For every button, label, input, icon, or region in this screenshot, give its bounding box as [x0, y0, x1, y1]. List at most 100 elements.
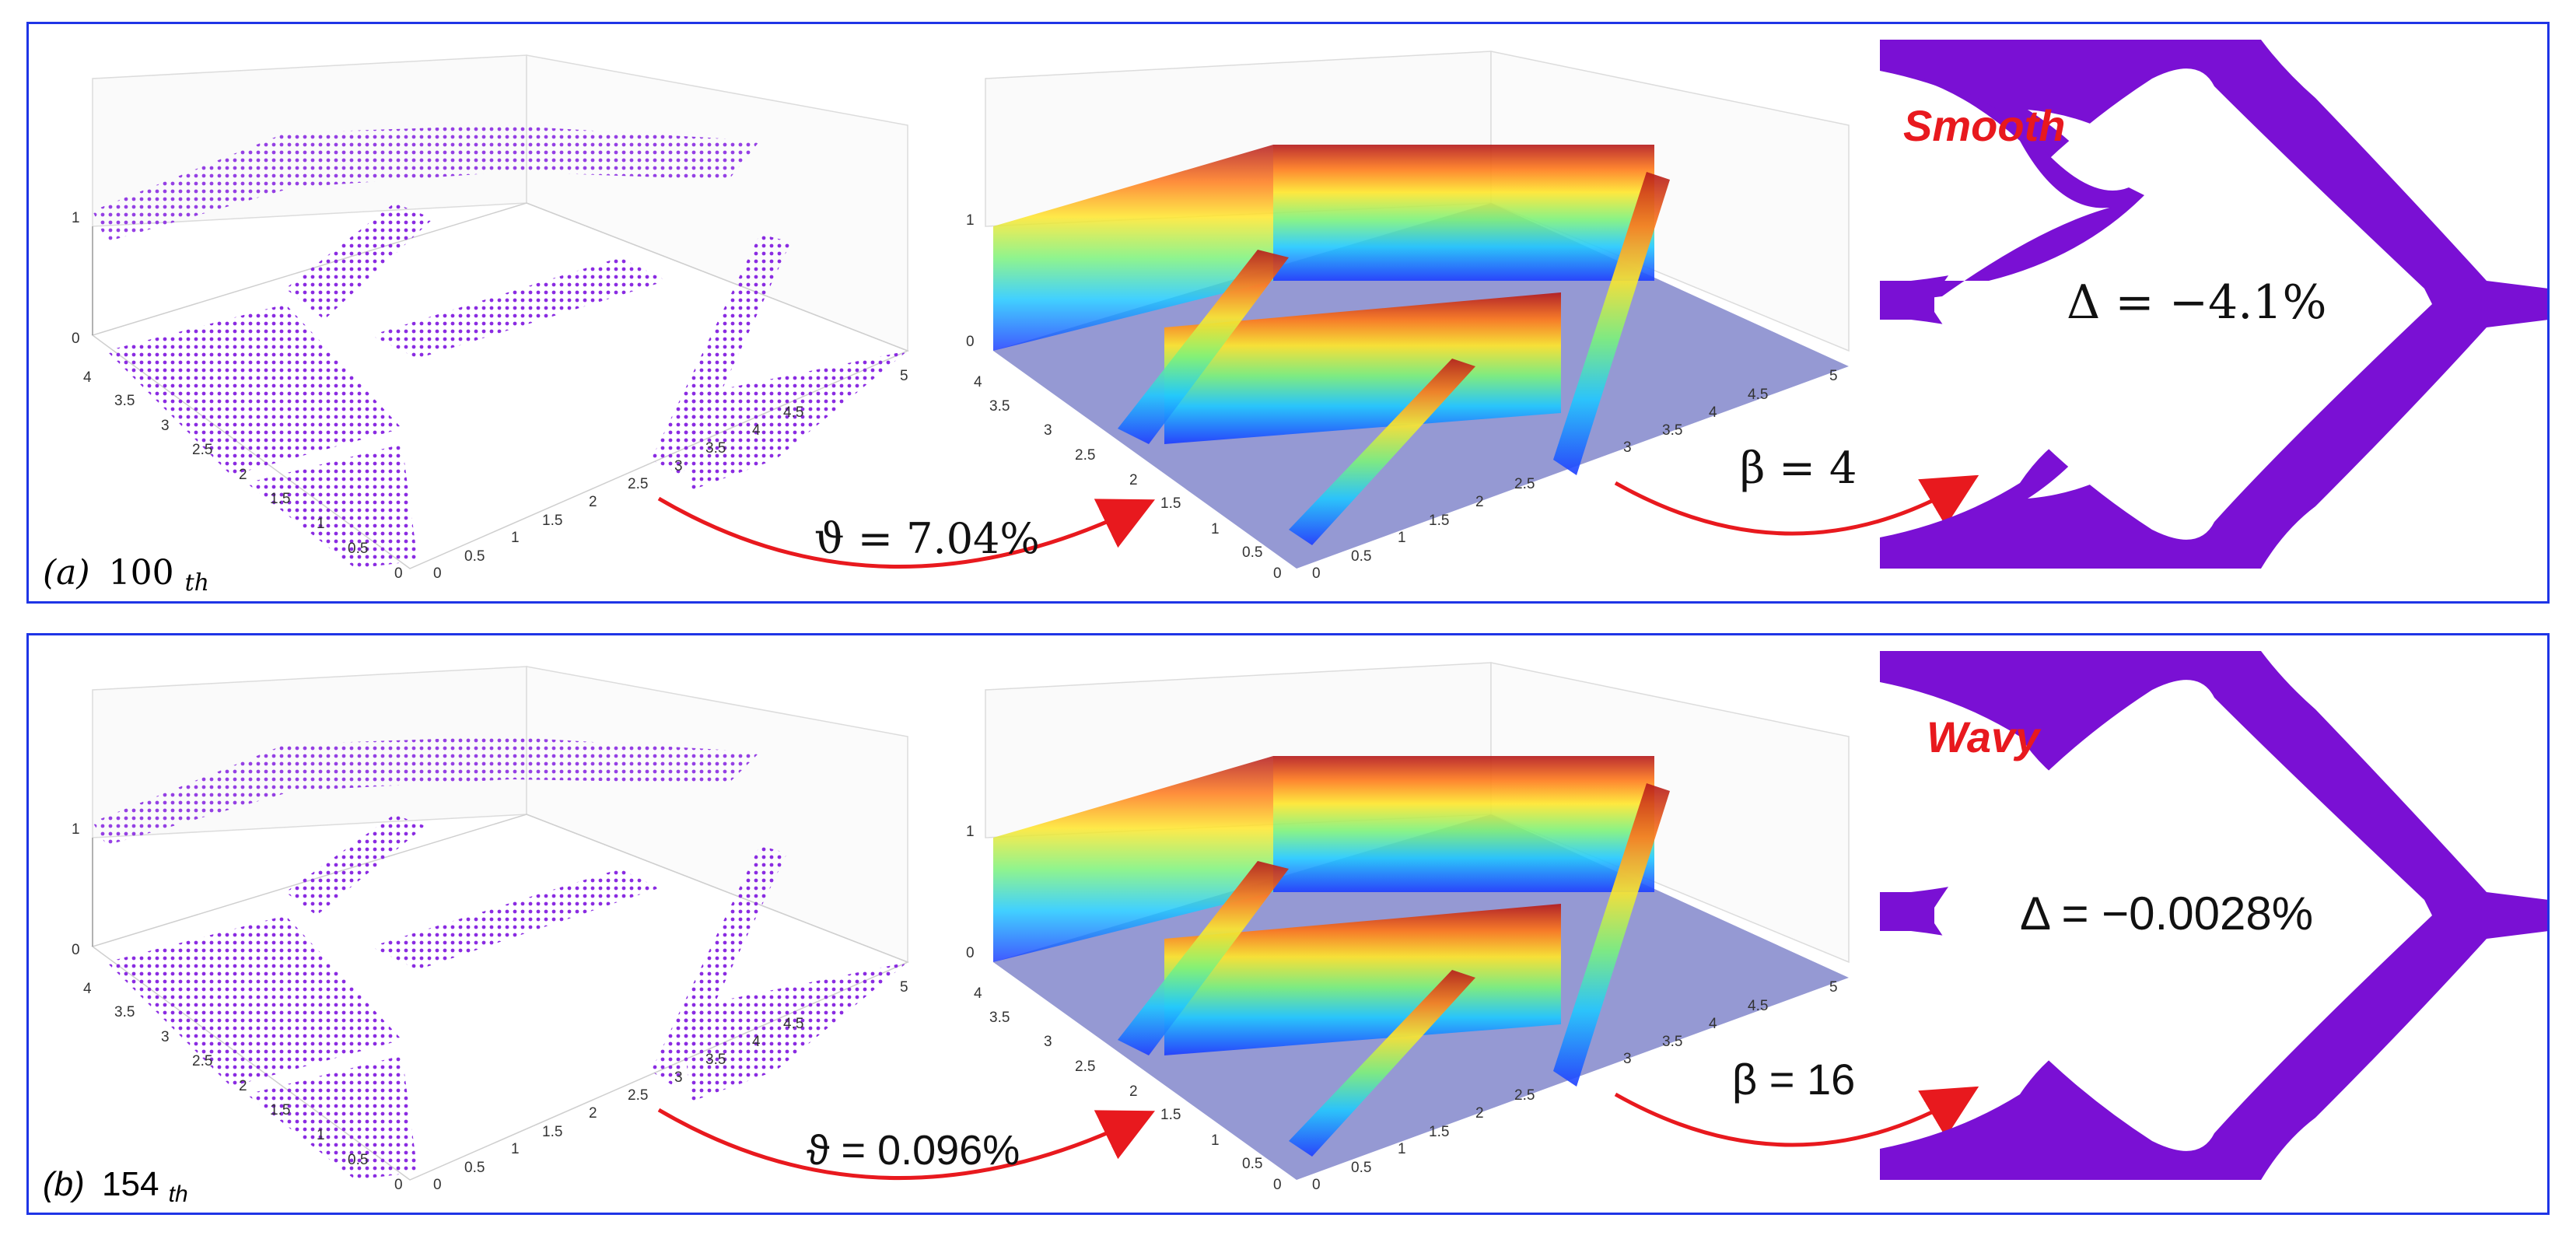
point-cloud-plot: 1 0 0 0.5 1 1.5 2 2.5 3 3.5 4 0 0.5 1 1.… — [43, 54, 909, 597]
dots-floor-bottom — [247, 444, 418, 569]
svg-text:0.5: 0.5 — [348, 541, 368, 557]
delta-label: Δ = −4.1% — [2067, 275, 2326, 330]
caption-suffix: th — [169, 1181, 188, 1207]
svg-text:(a) 100 th: (a) 100 th — [43, 553, 209, 597]
svg-text:1.5: 1.5 — [270, 1102, 290, 1118]
svg-text:5: 5 — [1829, 368, 1838, 384]
svg-text:5: 5 — [900, 979, 908, 996]
svg-text:3.5: 3.5 — [1662, 1034, 1682, 1050]
dots-floor-right — [682, 962, 908, 1102]
surface-wall-back — [1273, 756, 1654, 892]
dots-diagonal-b — [371, 257, 667, 359]
svg-text:0.5: 0.5 — [464, 548, 485, 565]
dots-floor-bottom — [247, 1055, 418, 1180]
topology-left-arm-top — [1880, 71, 2144, 304]
svg-text:4.5: 4.5 — [1748, 998, 1768, 1014]
beta-label: β = 16 — [1732, 1055, 1855, 1104]
dots-diagonal-a — [285, 814, 425, 915]
svg-text:4: 4 — [83, 369, 92, 386]
surface-wall-diag-left — [1118, 861, 1289, 1055]
point-cloud-plot: 1 0 0 0.5 1 1.5 2 2.5 3 3.5 4 0 0.5 1 1.… — [43, 666, 909, 1207]
svg-text:4: 4 — [1709, 1016, 1717, 1032]
svg-text:0.5: 0.5 — [1351, 1160, 1371, 1176]
svg-text:4: 4 — [974, 374, 982, 390]
svg-text:2.5: 2.5 — [628, 1087, 648, 1104]
topology-shape — [1880, 651, 2549, 1180]
svg-text:3: 3 — [674, 1069, 683, 1086]
svg-text:1.5: 1.5 — [1160, 495, 1181, 512]
surface-wall-diag-right — [1553, 172, 1670, 475]
caption-letter: (a) — [43, 553, 90, 593]
svg-text:0.5: 0.5 — [348, 1152, 368, 1168]
arrow-theta — [657, 496, 1155, 569]
svg-text:4: 4 — [752, 1034, 761, 1050]
caption-number: 154 — [102, 1165, 159, 1203]
surface-x-ticks: 0 0.5 1 1.5 2 2.5 3 3.5 4 4.5 5 — [1312, 368, 1838, 582]
surface-wall-diag-left — [1118, 250, 1289, 444]
arrow-beta — [1614, 474, 1979, 536]
svg-text:3.5: 3.5 — [705, 440, 726, 457]
topology-hole — [1934, 680, 2432, 1151]
surface-z-tick-1: 1 — [966, 212, 975, 229]
svg-text:1.5: 1.5 — [1429, 1124, 1449, 1140]
svg-text:3: 3 — [674, 458, 683, 474]
surface-z-tick-0: 0 — [966, 334, 975, 350]
svg-text:1.5: 1.5 — [1429, 513, 1449, 529]
svg-text:2.5: 2.5 — [192, 442, 212, 458]
theta-label: ϑ = 7.04% — [814, 514, 1040, 563]
caption-number: 100 — [109, 553, 174, 593]
dots-diagonal-a — [285, 203, 433, 320]
svg-text:1.5: 1.5 — [542, 513, 562, 529]
svg-text:0: 0 — [1273, 1177, 1282, 1193]
z-tick-0: 0 — [72, 331, 80, 347]
svg-text:2.5: 2.5 — [1075, 1059, 1095, 1075]
surface-wall-front — [1164, 904, 1561, 1055]
surface-wall-diag-mid — [1289, 970, 1475, 1157]
svg-text:5: 5 — [1829, 979, 1838, 996]
svg-text:4: 4 — [1709, 404, 1717, 421]
z-tick-0: 0 — [72, 942, 80, 958]
svg-text:0.5: 0.5 — [1351, 548, 1371, 565]
svg-text:3: 3 — [1623, 1051, 1632, 1067]
surface-wall-diag-right — [1553, 783, 1670, 1087]
svg-text:2: 2 — [1475, 494, 1484, 510]
theta-label: ϑ = 0.096% — [807, 1127, 1020, 1174]
svg-text:2: 2 — [1129, 1083, 1138, 1100]
dots-floor-right — [682, 351, 908, 491]
svg-text:1: 1 — [1398, 1141, 1406, 1157]
svg-text:2.5: 2.5 — [192, 1053, 212, 1069]
svg-text:4: 4 — [83, 981, 92, 997]
svg-text:0: 0 — [433, 1177, 442, 1193]
svg-text:3: 3 — [1044, 422, 1052, 439]
svg-text:(b) 154 th: (b) 154 th — [43, 1165, 188, 1207]
svg-text:2: 2 — [1475, 1105, 1484, 1122]
surface-wall-front — [1164, 292, 1561, 444]
surface-plot: 1 0 0 0.5 1 1.5 2 2.5 3 3.5 4 0 0.5 1 1.… — [966, 51, 1850, 582]
svg-text:4.5: 4.5 — [783, 1016, 803, 1032]
style-label: Wavy — [1927, 712, 2042, 761]
svg-text:0.5: 0.5 — [1242, 1156, 1262, 1172]
svg-text:3.5: 3.5 — [705, 1052, 726, 1068]
svg-text:0.5: 0.5 — [1242, 544, 1262, 561]
arrow-beta — [1614, 1086, 1979, 1147]
svg-text:3.5: 3.5 — [1662, 422, 1682, 439]
surface-plot: 1 0 0 0.5 1 1.5 2 2.5 3 3.5 4 0 0.5 1 1.… — [966, 662, 1850, 1193]
svg-text:4.5: 4.5 — [1748, 387, 1768, 403]
panel-a: 1 0 0 0.5 1 1.5 2 2.5 3 3.5 4 0 0.5 1 1.… — [26, 22, 2550, 604]
topology-fill — [1880, 40, 2549, 569]
dots-floor-left — [107, 915, 402, 1087]
surface-y-ticks: 0 0.5 1 1.5 2 2.5 3 3.5 4 — [974, 374, 1282, 582]
svg-text:3.5: 3.5 — [989, 1010, 1010, 1026]
svg-text:5: 5 — [900, 368, 908, 384]
svg-text:1: 1 — [1211, 1132, 1220, 1149]
svg-text:0: 0 — [394, 565, 403, 582]
svg-text:2: 2 — [589, 1105, 597, 1122]
svg-text:2: 2 — [589, 494, 597, 510]
svg-text:4: 4 — [752, 422, 761, 439]
svg-text:2.5: 2.5 — [628, 476, 648, 492]
caption-suffix: th — [185, 569, 209, 597]
surface-wall-diag-mid — [1289, 359, 1475, 545]
svg-text:2: 2 — [1129, 472, 1138, 488]
panel-b: 1 0 0 0.5 1 1.5 2 2.5 3 3.5 4 0 0.5 1 1.… — [26, 633, 2550, 1215]
panel-b-graphic: 1 0 0 0.5 1 1.5 2 2.5 3 3.5 4 0 0.5 1 1.… — [43, 651, 2549, 1207]
